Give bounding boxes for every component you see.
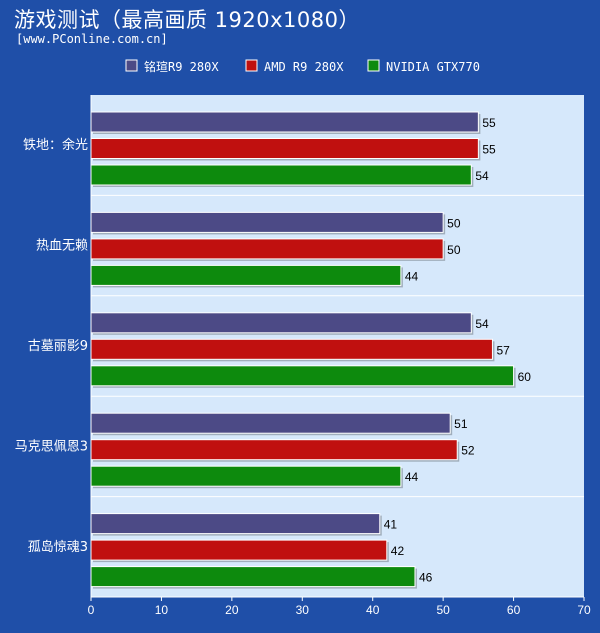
x-tick-label: 60 bbox=[507, 603, 521, 617]
category-label: 古墓丽影9 bbox=[28, 339, 88, 354]
category-label: 热血无赖 bbox=[36, 239, 88, 254]
bar bbox=[90, 412, 451, 434]
legend-label: NVIDIA GTX770 bbox=[386, 60, 480, 74]
data-label: 54 bbox=[475, 317, 489, 331]
data-label: 50 bbox=[447, 243, 461, 257]
bar bbox=[90, 338, 493, 360]
bar bbox=[90, 465, 402, 487]
x-tick-label: 20 bbox=[225, 603, 239, 617]
bar bbox=[90, 264, 402, 286]
data-label: 57 bbox=[496, 343, 510, 357]
category-label: 孤岛惊魂3 bbox=[28, 539, 88, 555]
bar bbox=[90, 138, 479, 159]
category-label: 铁地：余光 bbox=[23, 137, 88, 153]
data-label: 44 bbox=[405, 269, 419, 283]
bar bbox=[90, 365, 515, 387]
legend-label: 铭瑄R9 280X bbox=[144, 59, 219, 74]
bar bbox=[90, 211, 444, 233]
bar bbox=[90, 439, 458, 461]
bar bbox=[90, 238, 444, 260]
data-label: 42 bbox=[391, 544, 405, 558]
data-label: 52 bbox=[461, 444, 475, 458]
data-label: 54 bbox=[475, 169, 489, 183]
bar bbox=[90, 312, 472, 334]
data-label: 46 bbox=[419, 571, 433, 585]
legend-swatch bbox=[367, 59, 380, 72]
bar bbox=[90, 111, 479, 133]
category-label: 马克思佩恩3 bbox=[15, 439, 88, 454]
bar bbox=[90, 513, 381, 535]
data-label: 41 bbox=[384, 518, 398, 532]
x-tick-label: 10 bbox=[155, 603, 169, 617]
legend-swatch bbox=[245, 59, 258, 72]
x-tick-label: 70 bbox=[577, 603, 591, 617]
x-tick-label: 0 bbox=[88, 603, 95, 617]
data-label: 55 bbox=[482, 143, 496, 157]
data-label: 44 bbox=[405, 470, 419, 484]
source-label: [www.PConline.com.cn] bbox=[16, 32, 168, 46]
data-label: 50 bbox=[447, 216, 461, 230]
data-label: 51 bbox=[454, 417, 468, 431]
x-tick-label: 30 bbox=[296, 603, 310, 617]
legend-label: AMD R9 280X bbox=[264, 60, 344, 74]
legend-swatch bbox=[125, 59, 138, 72]
bar bbox=[90, 164, 472, 186]
x-tick-label: 50 bbox=[436, 603, 450, 617]
data-label: 55 bbox=[482, 116, 496, 130]
data-label: 60 bbox=[518, 370, 532, 384]
bar bbox=[90, 539, 388, 561]
page-title: 游戏测试（最高画质 1920x1080） bbox=[14, 8, 360, 32]
x-tick-label: 40 bbox=[366, 603, 380, 617]
bar bbox=[90, 566, 416, 588]
